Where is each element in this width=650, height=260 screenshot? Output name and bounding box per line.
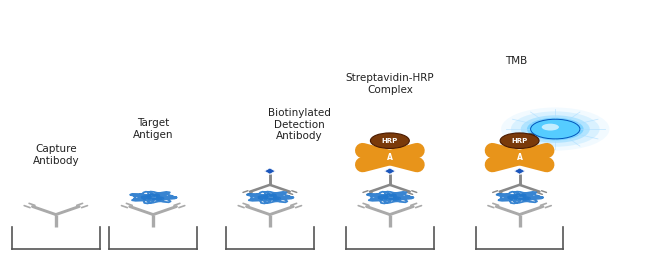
Text: HRP: HRP [512, 138, 528, 144]
Text: A: A [517, 153, 523, 162]
Text: Streptavidin-HRP
Complex: Streptavidin-HRP Complex [346, 73, 434, 95]
Circle shape [370, 133, 410, 148]
Circle shape [530, 119, 580, 139]
Circle shape [501, 107, 610, 151]
Circle shape [527, 118, 584, 140]
Text: Biotinylated
Detection
Antibody: Biotinylated Detection Antibody [268, 108, 330, 141]
Text: A: A [387, 153, 393, 162]
Text: Capture
Antibody: Capture Antibody [32, 144, 79, 166]
Circle shape [541, 124, 559, 131]
Circle shape [511, 111, 599, 147]
Text: HRP: HRP [382, 138, 398, 144]
Text: TMB: TMB [505, 56, 527, 66]
Circle shape [500, 133, 539, 148]
Polygon shape [514, 168, 525, 174]
Text: Target
Antigen: Target Antigen [133, 118, 174, 140]
Polygon shape [384, 168, 395, 174]
Circle shape [521, 115, 590, 143]
Polygon shape [265, 168, 276, 174]
